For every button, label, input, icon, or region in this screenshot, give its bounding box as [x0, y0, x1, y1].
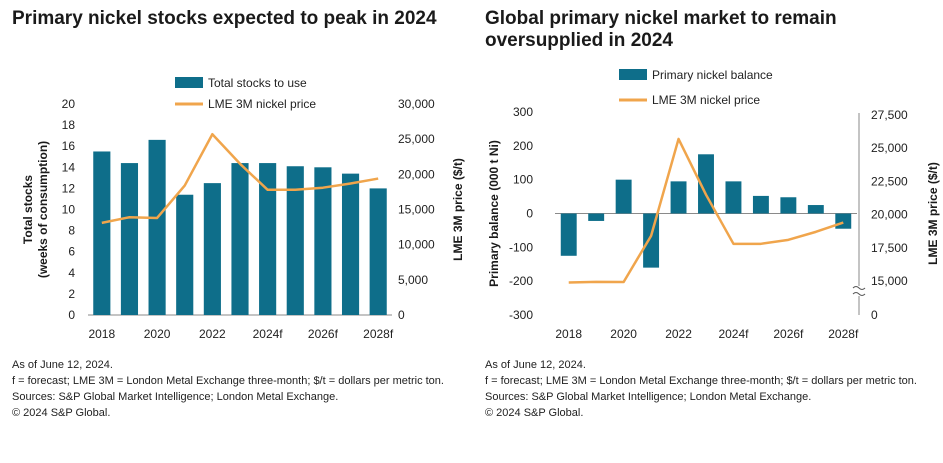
bar-balance-2025f: [752, 195, 769, 214]
y2-tick-label: 22,500: [871, 174, 908, 188]
y-tick-label: -100: [509, 240, 533, 254]
y-tick-label: 8: [68, 224, 75, 238]
bar-stocks-2023: [231, 163, 249, 315]
y2-tick-label: 5,000: [398, 273, 428, 287]
y-tick-label: 100: [513, 173, 533, 187]
left-note-date: As of June 12, 2024.: [12, 359, 113, 371]
y2-axis-break-mark: [852, 286, 866, 296]
legend-label-stocks: Total stocks to use: [208, 76, 307, 90]
y2-tick-label: 0: [871, 308, 878, 322]
right-chart-notes: As of June 12, 2024. f = forecast; LME 3…: [485, 357, 935, 421]
y2-tick-label: 15,000: [398, 203, 435, 217]
y-tick-label: -200: [509, 274, 533, 288]
y2-tick-label: 30,000: [398, 97, 435, 111]
y2-tick-label: 17,500: [871, 241, 908, 255]
right-chart: Primary nickel balance LME 3M nickel pric…: [487, 68, 940, 341]
bar-stocks-2019: [120, 163, 139, 315]
y-axis-title-line1: Total stocks: [21, 175, 35, 244]
y-tick-label: 2: [68, 287, 75, 301]
y2-tick-label: 10,000: [398, 238, 435, 252]
bar-balance-2022: [670, 181, 687, 214]
x-tick-label: 2018: [555, 327, 582, 341]
left-chart-title: Primary nickel stocks expected to peak i…: [12, 8, 437, 29]
y2-tick-label: 27,500: [871, 108, 908, 122]
y-axis-title: Primary balance (000 t Ni): [487, 140, 501, 287]
x-tick-label: 2022: [665, 327, 692, 341]
x-tick-label: 2024f: [253, 327, 284, 341]
x-tick-label: 2028f: [363, 327, 394, 341]
right-note-definitions: f = forecast; LME 3M = London Metal Exch…: [485, 375, 917, 387]
y-tick-label: -300: [509, 308, 533, 322]
x-tick-label: 2018: [88, 327, 115, 341]
y-tick-label: 0: [68, 308, 75, 322]
y2-tick-label: 25,000: [398, 132, 435, 146]
y2-tick-label: 15,000: [871, 274, 908, 288]
bar-balance-2019: [588, 213, 605, 221]
legend-label-price: LME 3M nickel price: [652, 93, 760, 107]
y2-tick-label: 20,000: [871, 208, 908, 222]
x-tick-label: 2020: [144, 327, 171, 341]
bar-balance-2024f: [725, 181, 742, 214]
legend-swatch-balance: [619, 69, 647, 80]
x-tick-label: 2026f: [773, 327, 804, 341]
x-tick-label: 2020: [610, 327, 637, 341]
bar-balance-2023: [698, 154, 714, 214]
y-tick-label: 14: [62, 160, 76, 174]
left-note-sources: Sources: S&P Global Market Intelligence;…: [12, 391, 339, 403]
bar-balance-2028f: [835, 213, 852, 229]
y-tick-label: 20: [62, 97, 76, 111]
y2-axis-title: LME 3M price ($/t): [451, 158, 465, 261]
left-chart-panel: Primary nickel stocks expected to peak i…: [0, 0, 470, 463]
bar-stocks-2027f: [341, 173, 360, 315]
y-tick-label: 4: [68, 266, 75, 280]
y-tick-label: 200: [513, 139, 533, 153]
y2-tick-label: 25,000: [871, 141, 908, 155]
line-price: [101, 132, 379, 225]
bar-balance-2021: [643, 213, 660, 268]
y-tick-label: 6: [68, 245, 75, 259]
x-tick-label: 2022: [199, 327, 226, 341]
y-tick-label: 300: [513, 105, 533, 119]
bar-stocks-2022: [203, 183, 221, 315]
y-tick-label: 12: [62, 181, 76, 195]
right-chart-title: Global primary nickel market to remain o…: [485, 8, 837, 51]
bar-stocks-2020: [148, 139, 166, 315]
y-tick-label: 18: [62, 118, 76, 132]
left-note-definitions: f = forecast; LME 3M = London Metal Exch…: [12, 375, 444, 387]
bar-stocks-2018: [93, 151, 111, 315]
bar-stocks-2025f: [286, 166, 304, 315]
y-tick-label: 16: [62, 139, 76, 153]
left-note-copyright: © 2024 S&P Global.: [12, 407, 111, 419]
bar-stocks-2026f: [314, 167, 332, 315]
x-tick-label: 2024f: [718, 327, 749, 341]
bar-balance-2020: [615, 179, 632, 214]
bar-balance-2018: [560, 213, 577, 256]
bar-stocks-2021: [176, 194, 194, 315]
y-axis-title-line2: (weeks of consumption): [36, 141, 50, 278]
right-chart-panel: Global primary nickel market to remain o…: [473, 0, 943, 463]
bar-balance-2026f: [780, 197, 797, 214]
left-chart-notes: As of June 12, 2024. f = forecast; LME 3…: [12, 357, 462, 421]
y2-tick-label: 20,000: [398, 167, 435, 181]
y-tick-label: 0: [526, 207, 533, 221]
bar-stocks-2024f: [259, 163, 277, 315]
right-note-copyright: © 2024 S&P Global.: [485, 407, 584, 419]
bar-stocks-2028f: [369, 188, 387, 315]
y2-axis-title: LME 3M price ($/t): [926, 162, 940, 265]
legend-label-price: LME 3M nickel price: [208, 97, 316, 111]
legend-label-balance: Primary nickel balance: [652, 68, 773, 82]
bar-balance-2027f: [807, 205, 824, 214]
legend-swatch-stocks: [175, 77, 203, 88]
right-note-sources: Sources: S&P Global Market Intelligence;…: [485, 391, 812, 403]
y2-tick-label: 0: [398, 308, 405, 322]
right-note-date: As of June 12, 2024.: [485, 359, 586, 371]
y-tick-label: 10: [62, 203, 76, 217]
line-price: [568, 137, 844, 284]
x-tick-label: 2026f: [308, 327, 339, 341]
x-tick-label: 2028f: [828, 327, 859, 341]
